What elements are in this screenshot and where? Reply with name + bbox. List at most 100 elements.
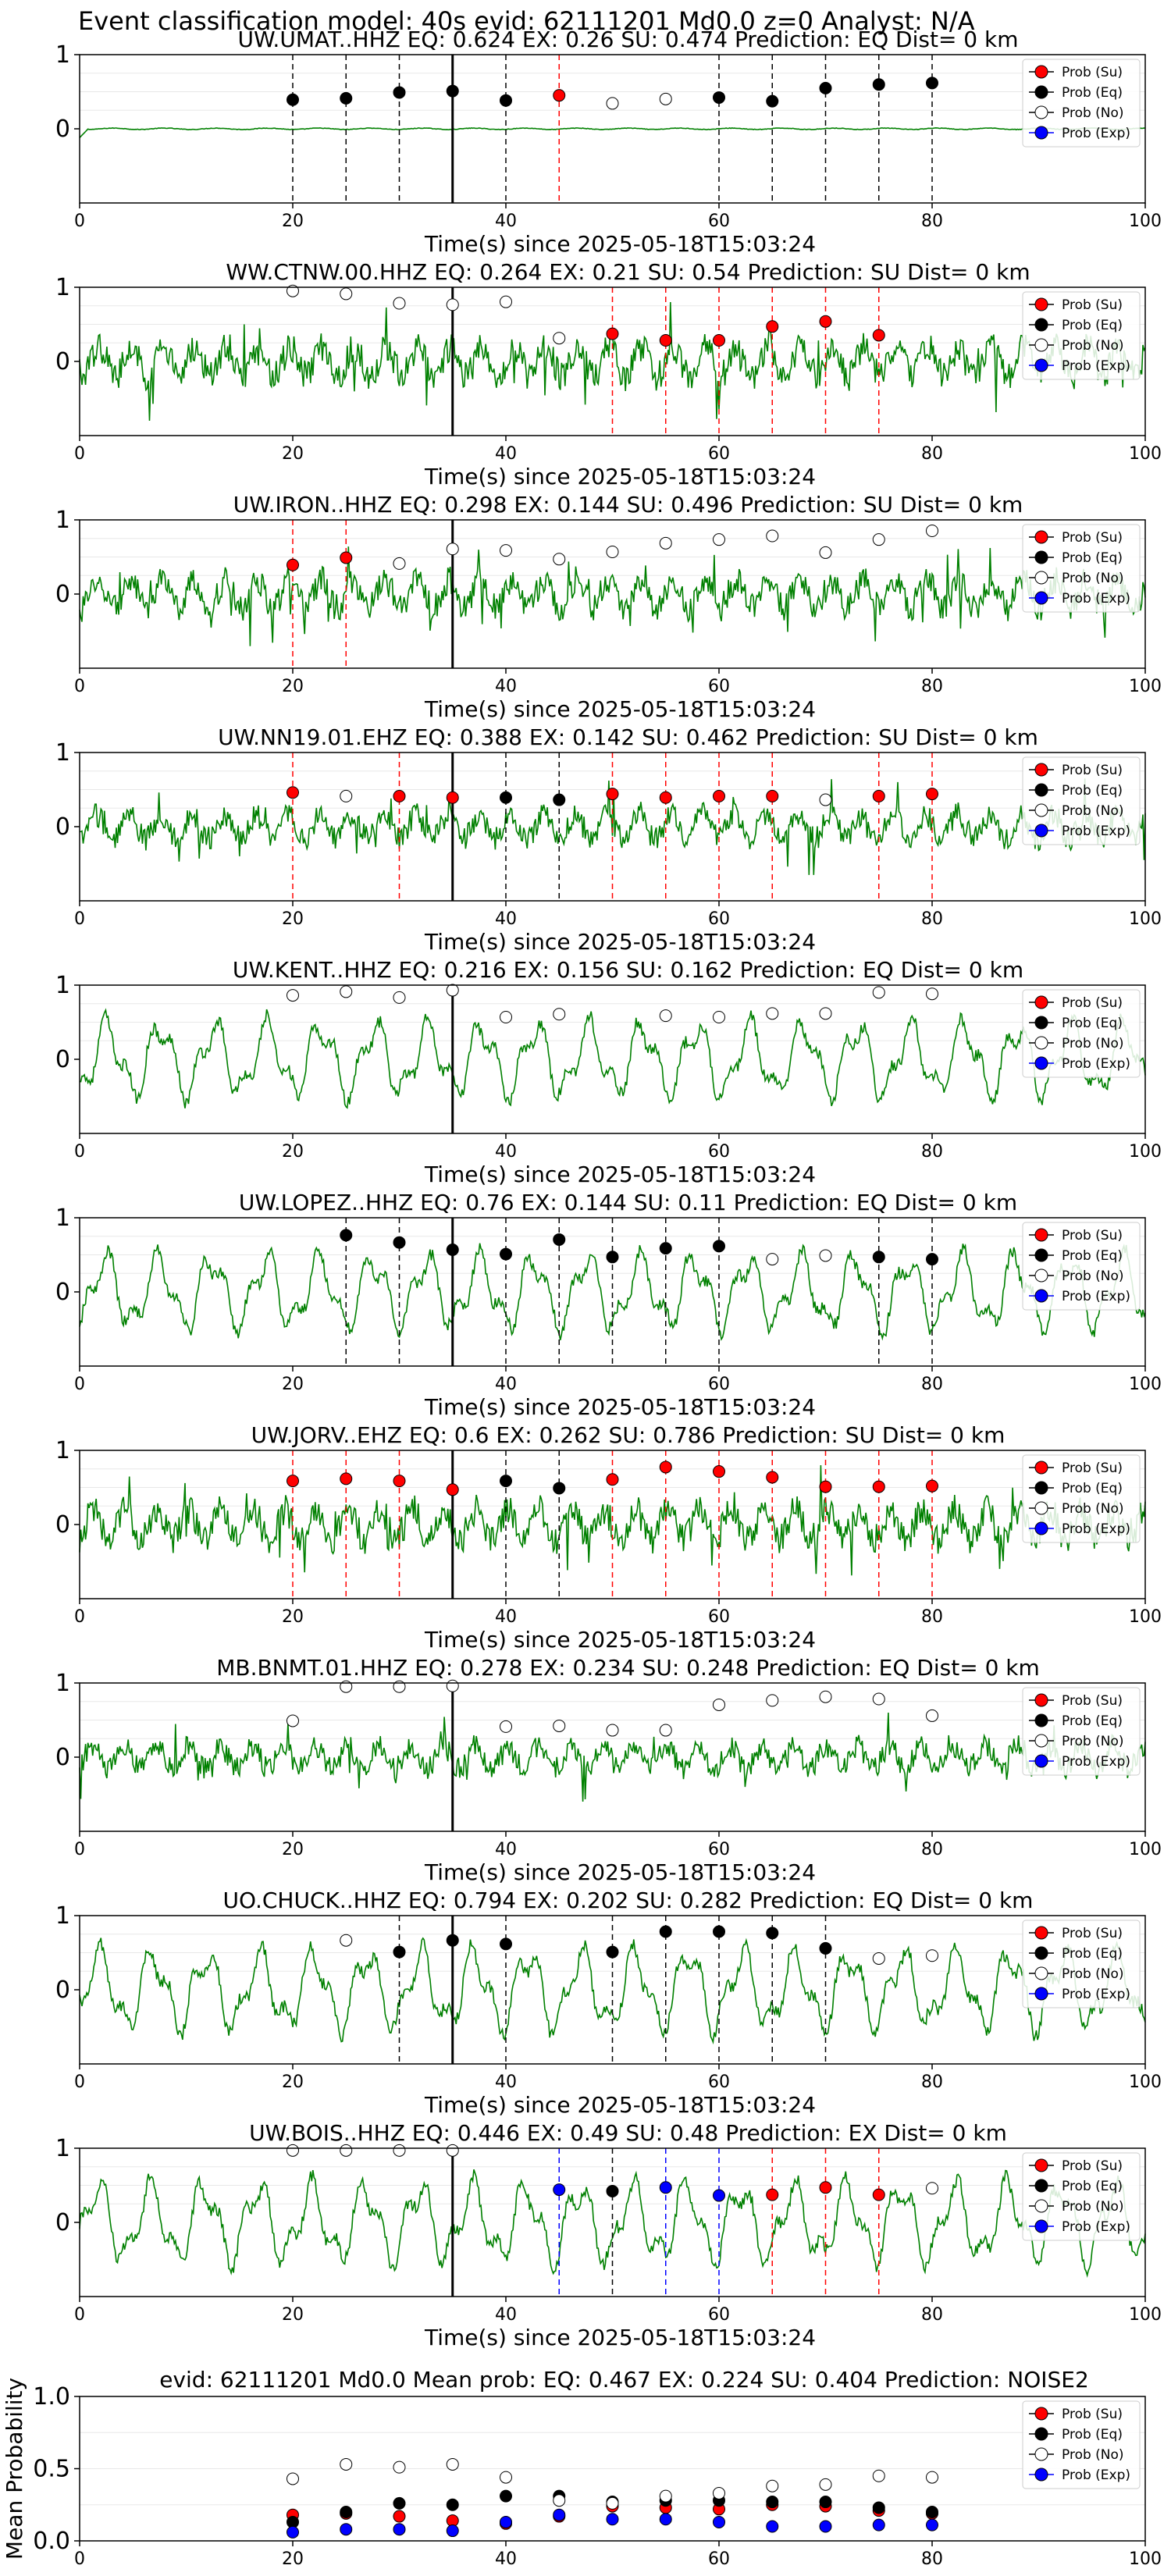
y-tick-label: 1 <box>55 274 70 301</box>
legend-marker-exp <box>1034 126 1048 140</box>
prob-marker-no <box>500 1720 512 1733</box>
prob-marker-no <box>553 553 566 566</box>
legend-label-su: Prob (Su) <box>1062 995 1123 1011</box>
legend-marker-eq <box>1034 1016 1048 1030</box>
panel-title: UO.CHUCK..HHZ EQ: 0.794 EX: 0.202 SU: 0.… <box>223 1888 1034 1913</box>
prob-marker-exp <box>553 2183 566 2197</box>
y-tick-label: 0 <box>55 1511 70 1539</box>
legend-label-exp: Prob (Exp) <box>1062 591 1130 607</box>
legend-label-no: Prob (No) <box>1062 1268 1124 1284</box>
x-tick-label: 40 <box>495 1607 517 1627</box>
trace-panel: UW.NN19.01.EHZ EQ: 0.388 EX: 0.142 SU: 0… <box>55 724 1162 955</box>
legend-label-no: Prob (No) <box>1062 803 1124 819</box>
prob-marker-no <box>926 525 938 538</box>
y-tick-label: 1 <box>55 1204 70 1232</box>
prob-marker-eq <box>500 1475 512 1488</box>
x-tick-label: 80 <box>921 1142 943 1162</box>
mean-marker-exp <box>446 2524 459 2538</box>
prob-marker-eq <box>340 91 353 105</box>
trace-panel: UO.CHUCK..HHZ EQ: 0.794 EX: 0.202 SU: 0.… <box>55 1888 1162 2118</box>
x-tick-label: 100 <box>1129 909 1162 929</box>
legend-marker-exp <box>1034 1754 1048 1768</box>
legend-label-exp: Prob (Exp) <box>1062 2219 1130 2235</box>
prob-marker-su <box>606 788 619 801</box>
mean-marker-eq <box>819 2496 832 2509</box>
prob-marker-su <box>766 320 779 333</box>
legend-label-no: Prob (No) <box>1062 2199 1124 2215</box>
x-tick-label: 40 <box>495 2305 517 2325</box>
legend-label-eq: Prob (Eq) <box>1062 1248 1123 1264</box>
x-tick-label: 60 <box>708 909 730 929</box>
legend-marker-exp <box>1034 1987 1048 2001</box>
x-tick-label: 80 <box>921 1375 943 1394</box>
prob-marker-eq <box>446 1244 459 1257</box>
legend-marker-exp <box>1034 1056 1048 1070</box>
x-tick-label: 100 <box>1129 1840 1162 1859</box>
legend-marker-su <box>1034 1461 1048 1475</box>
prob-marker-su <box>819 1480 832 1493</box>
x-axis-label: Time(s) since 2025-05-18T15:03:24 <box>424 696 816 722</box>
x-tick-label: 0 <box>74 2073 85 2092</box>
legend-marker-eq <box>1034 2179 1048 2193</box>
legend-label-no: Prob (No) <box>1062 2447 1124 2463</box>
mean-marker-no <box>766 2479 779 2492</box>
legend-label-no: Prob (No) <box>1062 1501 1124 1517</box>
x-tick-label: 100 <box>1129 212 1162 231</box>
mean-marker-su <box>393 2510 406 2523</box>
mean-marker-exp <box>819 2520 832 2533</box>
legend-box <box>1022 59 1141 148</box>
prob-marker-su <box>819 2181 832 2194</box>
x-axis-label: Time(s) since 2025-05-18T15:03:24 <box>424 1162 816 1187</box>
x-tick-label: 0 <box>74 1840 85 1859</box>
prob-marker-eq <box>553 793 566 806</box>
mean-marker-exp <box>606 2513 619 2526</box>
x-axis-label: Time(s) since 2025-05-18T15:03:24 <box>424 464 816 489</box>
x-tick-label: 60 <box>708 1607 730 1627</box>
legend-box <box>1022 2400 1141 2489</box>
legend-marker-no <box>1034 1966 1048 1980</box>
trace-panel: UW.UMAT..HHZ EQ: 0.624 EX: 0.26 SU: 0.47… <box>55 27 1162 257</box>
prob-marker-eq <box>553 1233 566 1246</box>
prob-marker-eq <box>713 1240 725 1253</box>
prob-marker-eq <box>340 1229 353 1242</box>
prob-marker-no <box>446 984 459 997</box>
prob-marker-no <box>659 92 672 105</box>
prob-marker-no <box>926 1709 938 1722</box>
trace-panel: UW.LOPEZ..HHZ EQ: 0.76 EX: 0.144 SU: 0.1… <box>55 1190 1162 1420</box>
prob-marker-no <box>393 2144 406 2157</box>
y-tick-label: 1 <box>55 1437 70 1464</box>
x-tick-label: 40 <box>495 2549 517 2569</box>
mean-probability-panel: evid: 62111201 Md0.0 Mean prob: EQ: 0.46… <box>2 2367 1162 2569</box>
legend-marker-exp <box>1034 591 1048 605</box>
prob-marker-no <box>713 1011 725 1024</box>
legend-label-eq: Prob (Eq) <box>1062 1946 1123 1962</box>
prob-marker-su <box>287 786 299 799</box>
x-tick-label: 40 <box>495 1840 517 1859</box>
x-tick-label: 60 <box>708 677 730 696</box>
mean-marker-no <box>819 2478 832 2491</box>
x-tick-label: 100 <box>1129 2305 1162 2325</box>
x-axis-label: Time(s) since 2025-05-18T15:03:24 <box>424 1859 816 1885</box>
legend-label-eq: Prob (Eq) <box>1062 783 1123 799</box>
mean-marker-eq <box>446 2498 459 2511</box>
x-tick-label: 60 <box>708 1840 730 1859</box>
prob-marker-no <box>766 1694 779 1707</box>
y-tick-label: 0 <box>55 1279 70 1306</box>
prob-marker-no <box>872 1692 885 1706</box>
mean-marker-no <box>713 2486 725 2500</box>
y-tick-label: 0 <box>55 1046 70 1073</box>
y-tick-label: 1 <box>55 507 70 534</box>
y-tick-label: 1 <box>55 972 70 999</box>
y-tick-label: 1 <box>55 2135 70 2162</box>
x-tick-label: 100 <box>1129 2073 1162 2092</box>
prob-marker-no <box>819 793 832 806</box>
prob-marker-no <box>340 287 353 301</box>
mean-panel-title: evid: 62111201 Md0.0 Mean prob: EQ: 0.46… <box>159 2367 1089 2393</box>
legend-label-su: Prob (Su) <box>1062 1461 1123 1476</box>
legend-marker-exp <box>1034 824 1048 838</box>
legend-marker-eq <box>1034 1481 1048 1495</box>
prob-marker-eq <box>606 2184 619 2197</box>
prob-marker-su <box>340 551 353 564</box>
panel-title: UW.NN19.01.EHZ EQ: 0.388 EX: 0.142 SU: 0… <box>218 724 1038 750</box>
